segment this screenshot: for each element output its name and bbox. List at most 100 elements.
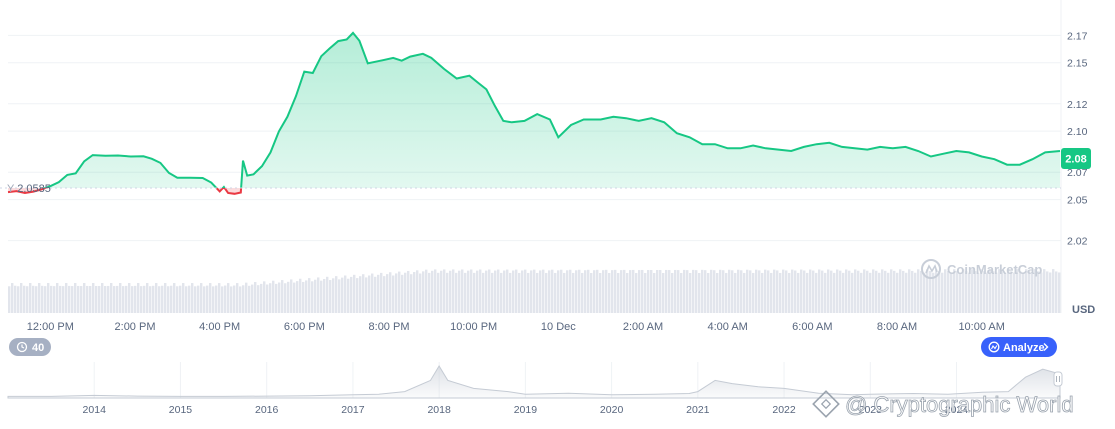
volume-bar <box>725 272 728 313</box>
volume-bar <box>593 270 596 313</box>
volume-bar <box>941 272 944 313</box>
volume-bar <box>587 269 590 313</box>
volume-bar <box>914 272 917 313</box>
volume-bar <box>977 272 980 313</box>
volume-bar <box>89 286 92 313</box>
volume-bar <box>497 269 500 313</box>
volume-bar <box>857 270 860 313</box>
volume-bar <box>818 269 821 313</box>
volume-bar <box>932 272 935 313</box>
volume-bar <box>1043 269 1046 313</box>
volume-bar <box>731 270 734 313</box>
volume-bar <box>833 272 836 313</box>
volume-bar <box>167 286 170 313</box>
volume-bar <box>830 270 833 313</box>
volume-bar <box>143 285 146 313</box>
volume-bar <box>305 280 308 313</box>
x-tick-label: 8:00 PM <box>369 321 410 333</box>
volume-bar <box>581 272 584 313</box>
volume-bar <box>380 272 383 313</box>
overview-navigator[interactable] <box>7 360 1063 399</box>
volume-bar <box>71 286 74 313</box>
volume-bar <box>401 274 404 313</box>
coinmarketcap-watermark: CoinMarketCap <box>921 259 1042 279</box>
volume-bar <box>917 269 920 313</box>
volume-bar <box>653 273 656 313</box>
volume-bar <box>821 270 824 313</box>
volume-bar <box>959 272 962 313</box>
volume-bar <box>890 269 893 313</box>
y-tick-label: 2.02 <box>1067 236 1088 248</box>
volume-bar <box>860 272 863 313</box>
overview-range-handle[interactable] <box>1053 371 1063 387</box>
volume-bar <box>749 270 752 313</box>
volume-bar <box>239 286 242 313</box>
year-tick-label: 2015 <box>169 404 193 416</box>
volume-bar <box>824 272 827 313</box>
volume-bar <box>377 274 380 313</box>
volume-bar <box>617 272 620 313</box>
volume-bar <box>584 270 587 313</box>
volume-bar <box>545 272 548 313</box>
volume-bar <box>947 271 950 313</box>
events-badge[interactable]: 40 <box>9 338 51 356</box>
volume-bar <box>173 283 176 313</box>
volume-bar <box>206 285 209 313</box>
volume-bar <box>896 272 899 313</box>
volume-bar <box>992 271 995 313</box>
volume-bar <box>596 269 599 313</box>
volume-bar <box>44 286 47 313</box>
volume-bar <box>341 277 344 313</box>
volume-bar <box>248 285 251 313</box>
volume-bar <box>614 269 617 313</box>
volume-bar <box>665 269 668 313</box>
volume-bar <box>551 269 554 313</box>
volume-bar <box>392 275 395 313</box>
volume-bar <box>134 285 137 313</box>
volume-bar <box>878 272 881 313</box>
volume-bar <box>923 272 926 313</box>
analyze-button[interactable]: Analyze <box>981 337 1057 357</box>
volume-bar <box>929 270 932 313</box>
volume-bar <box>512 270 515 313</box>
credit-text: @ Cryptographic World <box>845 392 1074 417</box>
volume-bar <box>671 272 674 313</box>
volume-bar <box>473 272 476 313</box>
volume-bar <box>317 277 320 313</box>
volume-bar <box>737 269 740 313</box>
volume-bar <box>1046 271 1049 313</box>
volume-bar <box>707 272 710 313</box>
volume-bar <box>989 269 992 313</box>
volume-bar <box>170 285 173 313</box>
volume-bar <box>641 269 644 313</box>
volume-bar <box>287 281 290 313</box>
volume-bar <box>491 272 494 313</box>
volume-bar <box>644 272 647 313</box>
volume-bar <box>356 278 359 313</box>
volume-bar <box>290 279 293 313</box>
volume-bar <box>758 270 761 313</box>
credit-watermark: @ Cryptographic World <box>812 390 1074 418</box>
volume-bar <box>1034 269 1037 313</box>
year-tick-label: 2022 <box>772 404 796 416</box>
volume-bar <box>314 279 317 313</box>
volume-bar <box>533 269 536 313</box>
volume-bar <box>251 284 254 313</box>
volume-bar <box>1052 269 1055 313</box>
volume-bar <box>776 270 779 313</box>
volume-bar <box>527 272 530 313</box>
volume-bar <box>260 283 263 313</box>
volume-bar <box>74 283 77 313</box>
price-line <box>42 31 1061 188</box>
volume-bar <box>734 272 737 313</box>
x-tick-label: 4:00 AM <box>707 321 747 333</box>
year-tick-label: 2024 <box>945 404 969 416</box>
volume-bar <box>563 272 566 313</box>
volume-bar <box>629 270 632 313</box>
volume-bar <box>1007 269 1010 313</box>
volume-bar <box>188 285 191 313</box>
volume-bar <box>500 272 503 313</box>
volume-bar <box>554 272 557 313</box>
volume-bar <box>503 270 506 313</box>
volume-bar <box>920 270 923 313</box>
